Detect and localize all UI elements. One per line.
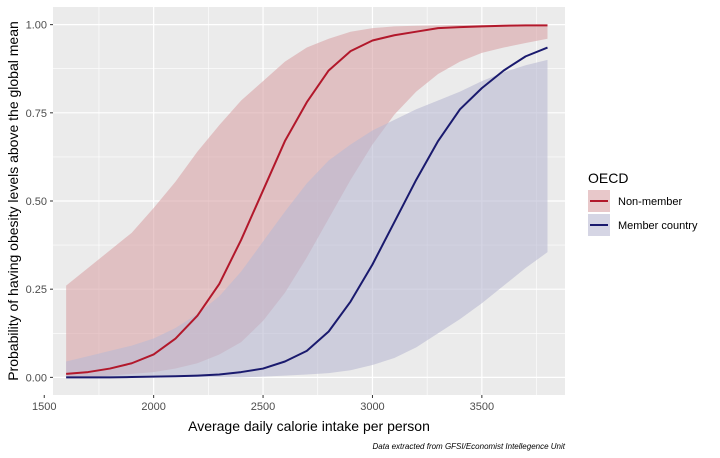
legend: OECD Non-member Member country — [588, 170, 698, 236]
x-tick-label: 1500 — [32, 401, 56, 413]
series-lines — [66, 24, 548, 379]
x-tick-label: 2000 — [141, 401, 165, 413]
x-tick-label: 2500 — [251, 401, 275, 413]
confidence-ribbons — [66, 24, 548, 378]
x-tick-label: 3500 — [470, 401, 494, 413]
legend-label: Member country — [618, 220, 698, 232]
series-line-1 — [66, 46, 548, 379]
x-axis-ticks: 1500 2000 2500 3000 3500 — [32, 395, 494, 413]
y-tick-label: 0.25 — [26, 284, 47, 296]
legend-label: Non-member — [618, 196, 683, 208]
y-tick-label: 0.75 — [26, 108, 47, 120]
legend-title: OECD — [588, 170, 628, 186]
y-tick-label: 0.00 — [26, 372, 47, 384]
caption-text: Data extracted from GFSI/Economist Intel… — [372, 442, 565, 451]
y-tick-label: 0.50 — [26, 196, 47, 208]
y-axis-title: Probability of having obesity levels abo… — [5, 21, 21, 381]
ribbon-1 — [66, 59, 548, 378]
x-axis-title: Average daily calorie intake per person — [188, 418, 430, 434]
y-tick-label: 1.00 — [26, 20, 47, 32]
series-line-0 — [66, 24, 548, 375]
y-axis-ticks: 0.00 0.25 0.50 0.75 1.00 — [26, 20, 53, 384]
legend-items: Non-member Member country — [588, 190, 698, 236]
x-tick-label: 3000 — [360, 401, 384, 413]
